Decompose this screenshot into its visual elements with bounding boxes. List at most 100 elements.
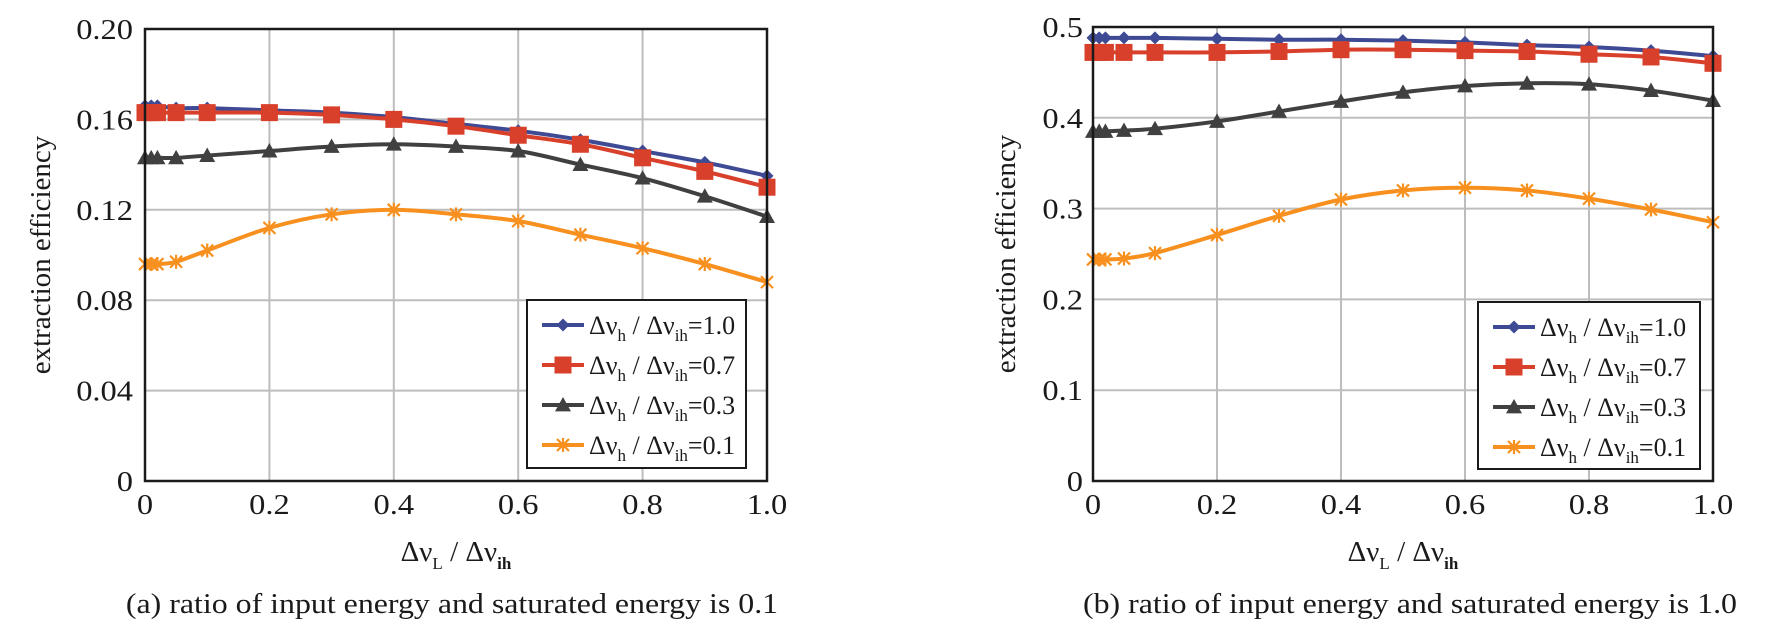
data-point-square (696, 162, 714, 180)
data-point-square (1115, 43, 1133, 61)
legend-label-separator: / Δν (626, 351, 675, 380)
legend-label-value: =0.1 (688, 431, 735, 460)
data-point-square (385, 110, 403, 128)
data-point-x (324, 207, 339, 222)
legend-label: Δνh / Δνih=0.7 (589, 351, 735, 385)
y-tick-label: 0.4 (1042, 102, 1083, 134)
data-point-x (1272, 208, 1286, 223)
x-tick-label: 0.2 (249, 489, 290, 521)
legend-label-symbol: Δν (589, 311, 618, 340)
legend-label-symbol: Δν (1540, 353, 1569, 382)
legend-marker-square-icon (1505, 358, 1523, 376)
x-tick-label: 1.0 (747, 489, 788, 521)
legend-item: Δνh / Δνih=1.0 (542, 311, 735, 345)
x-axis-label-subscript: ih (497, 554, 512, 573)
data-point-square (1332, 41, 1350, 59)
data-point-triangle (1643, 82, 1659, 97)
data-point-x (1334, 192, 1348, 207)
data-point-square (1518, 43, 1536, 61)
legend-label-subscript: h (1568, 368, 1577, 387)
data-point-triangle (634, 170, 651, 185)
x-axis-label-separator: / Δν (443, 536, 497, 568)
legend-item: Δνh / Δνih=0.3 (1493, 393, 1686, 427)
data-point-triangle (149, 149, 166, 165)
data-point-x (1644, 202, 1658, 217)
data-point-square (1208, 43, 1226, 61)
y-tick-label: 0.12 (76, 194, 133, 226)
data-point-triangle (1333, 93, 1349, 108)
y-axis-label: extraction efficiency (990, 134, 1022, 373)
data-point-square (1456, 42, 1474, 60)
legend-label-symbol: Δν (589, 351, 618, 380)
data-point-square (260, 104, 278, 122)
y-tick-label: 0.16 (76, 104, 133, 136)
plot-frame (1091, 25, 1715, 483)
x-tick-label: 0.6 (1445, 489, 1486, 521)
legend-label-subscript: h (617, 366, 626, 385)
data-point-x (635, 241, 650, 256)
data-point-triangle (1581, 76, 1597, 91)
legend-label-separator: / Δν (1577, 313, 1626, 342)
legend-label-symbol: Δν (589, 391, 618, 420)
data-point-x (573, 227, 588, 242)
chart-panel-a: 0 0.2 0.4 0.6 0.8 1.000.040.080.120.160.20ΔνL… (25, 14, 787, 620)
legend-label-subscript: ih (1626, 368, 1640, 387)
legend-marker-square-icon (554, 356, 572, 374)
legend-label-symbol: Δν (1540, 313, 1569, 342)
data-point-triangle (168, 149, 185, 165)
data-point-x (262, 220, 277, 235)
x-tick-label: 0.4 (374, 489, 415, 521)
legend-label-subscript: ih (1626, 448, 1640, 467)
legend-label-value: =0.7 (1639, 353, 1686, 382)
data-point-x (449, 207, 463, 222)
data-point-square (1146, 43, 1164, 61)
data-point-square (1270, 43, 1288, 61)
x-tick-label: 0.8 (622, 489, 663, 521)
legend-marker-diamond-icon (556, 318, 570, 332)
data-point-triangle (510, 143, 527, 158)
data-point-triangle (1271, 103, 1287, 118)
data-point-diamond (1272, 33, 1286, 47)
data-point-triangle (323, 138, 340, 153)
data-point-diamond (1098, 31, 1112, 45)
data-point-square (571, 135, 589, 153)
legend-label-subscript: ih (1626, 408, 1640, 427)
legend-marker-diamond-icon (1507, 320, 1521, 334)
data-point-diamond (1210, 32, 1224, 46)
y-tick-label: 0.5 (1042, 12, 1083, 44)
data-point-x (150, 257, 165, 272)
data-point-square (167, 104, 185, 122)
legend-label-subscript: h (617, 326, 626, 345)
legend-label-subscript: ih (1626, 328, 1640, 347)
legend-label: Δνh / Δνih=0.7 (1540, 353, 1686, 387)
data-point-square (323, 106, 341, 124)
data-point-x (1582, 191, 1596, 206)
data-point-triangle (1395, 84, 1411, 99)
data-point-triangle (1209, 113, 1225, 128)
y-tick-label: 0.2 (1042, 284, 1083, 316)
data-point-square (198, 104, 216, 122)
legend-label: Δνh / Δνih=0.3 (589, 391, 735, 425)
data-point-x (1148, 246, 1162, 261)
data-point-square (1096, 43, 1114, 61)
legend-label: Δνh / Δνih=0.1 (1540, 433, 1686, 467)
legend-label-separator: / Δν (626, 311, 675, 340)
legend-label-subscript: h (1568, 408, 1577, 427)
legend-label-value: =1.0 (688, 311, 735, 340)
y-tick-label: 0.04 (76, 375, 133, 407)
y-tick-label: 0.08 (76, 285, 133, 317)
x-axis-label-symbol: Δν (401, 536, 433, 568)
data-point-triangle (1147, 120, 1163, 136)
x-tick-label: 0.4 (1321, 489, 1362, 521)
x-axis-label-separator: / Δν (1390, 536, 1444, 568)
data-point-square (1394, 41, 1412, 59)
legend-item: Δνh / Δνih=0.7 (542, 351, 735, 385)
legend-item: Δνh / Δνih=0.1 (1493, 433, 1686, 467)
series-line-x (1092, 185, 1714, 262)
data-point-x (698, 257, 712, 272)
x-tick-label: 1.0 (1693, 489, 1734, 521)
legend-label-value: =0.3 (688, 391, 735, 420)
